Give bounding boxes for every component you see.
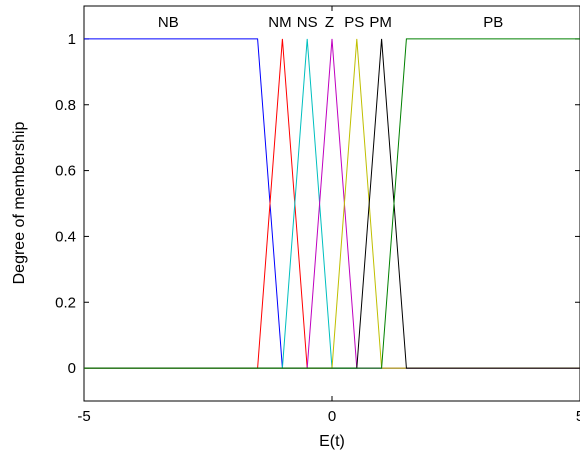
plot-frame bbox=[83, 5, 580, 402]
series-label-nb: NB bbox=[158, 14, 179, 31]
y-axis-label: Degree of membership bbox=[11, 122, 28, 285]
x-axis-label: E(t) bbox=[319, 433, 345, 450]
series-label-pm: PM bbox=[369, 14, 392, 31]
series-label-ps: PS bbox=[344, 14, 364, 31]
series-label-z: Z bbox=[325, 14, 334, 31]
y-tick-label: 0.6 bbox=[55, 163, 76, 180]
axis-ticks: 0 0.2 0.4 0.6 0.8 1 -5 0 5 bbox=[55, 6, 580, 425]
y-tick-label: 1 bbox=[68, 31, 76, 48]
series-labels: NB NM NS Z PS PM PB bbox=[158, 14, 503, 31]
y-tick-label: 0.8 bbox=[55, 97, 76, 114]
x-tick-label: 0 bbox=[328, 408, 336, 425]
series-label-pb: PB bbox=[483, 14, 503, 31]
y-tick-label: 0.4 bbox=[55, 228, 76, 245]
y-tick-label: 0 bbox=[68, 360, 76, 377]
x-tick-label: -5 bbox=[77, 408, 90, 425]
series-label-ns: NS bbox=[297, 14, 318, 31]
series-label-nm: NM bbox=[268, 14, 291, 31]
x-tick-label: 5 bbox=[576, 408, 580, 425]
series-line-pb bbox=[84, 38, 580, 369]
y-tick-label: 0.2 bbox=[55, 294, 76, 311]
series-lines bbox=[84, 38, 580, 369]
